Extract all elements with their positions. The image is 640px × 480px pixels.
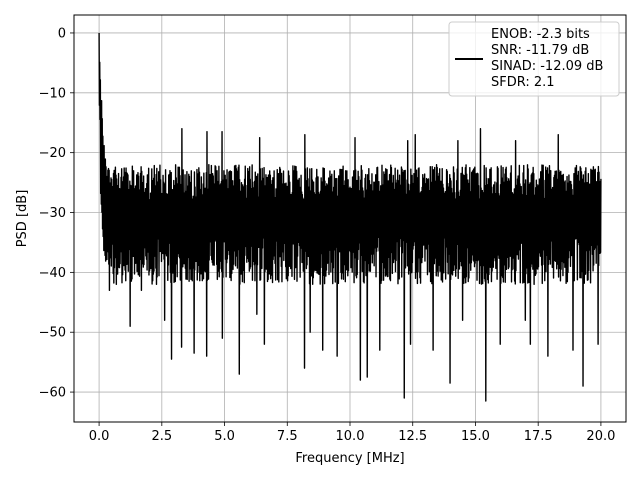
y-axis-label: PSD [dB] — [15, 190, 30, 248]
y-tick-label: −60 — [39, 386, 66, 401]
psd-series-line — [98, 32, 602, 402]
legend-sinad: SINAD: -12.09 dB — [491, 59, 603, 74]
x-tick-label: 7.5 — [277, 429, 298, 444]
x-tick-label: 2.5 — [151, 429, 172, 444]
x-tick-label: 12.5 — [398, 429, 427, 444]
y-tick-label: −30 — [39, 206, 66, 221]
x-axis: 0.0 2.5 5.0 7.5 10.0 12.5 15.0 17.5 20.0 — [89, 422, 615, 444]
x-tick-label: 0.0 — [89, 429, 110, 444]
y-tick-label: −10 — [39, 86, 66, 101]
x-axis-label: Frequency [MHz] — [295, 451, 404, 466]
legend-enob: ENOB: -2.3 bits — [491, 27, 590, 42]
series-layer — [98, 32, 602, 402]
x-tick-label: 10.0 — [336, 429, 365, 444]
y-axis: 0 −10 −20 −30 −40 −50 −60 — [39, 26, 74, 401]
legend: ENOB: -2.3 bits SNR: -11.79 dB SINAD: -1… — [448, 21, 620, 97]
legend-box — [448, 21, 620, 97]
y-tick-label: −20 — [39, 146, 66, 161]
x-tick-label: 5.0 — [214, 429, 235, 444]
x-tick-label: 20.0 — [586, 429, 615, 444]
x-tick-label: 17.5 — [524, 429, 553, 444]
y-tick-label: 0 — [58, 26, 66, 41]
legend-snr: SNR: -11.79 dB — [491, 43, 589, 58]
legend-sfdr: SFDR: 2.1 — [491, 75, 555, 90]
y-tick-label: −50 — [39, 326, 66, 341]
y-tick-label: −40 — [39, 266, 66, 281]
x-tick-label: 15.0 — [461, 429, 490, 444]
